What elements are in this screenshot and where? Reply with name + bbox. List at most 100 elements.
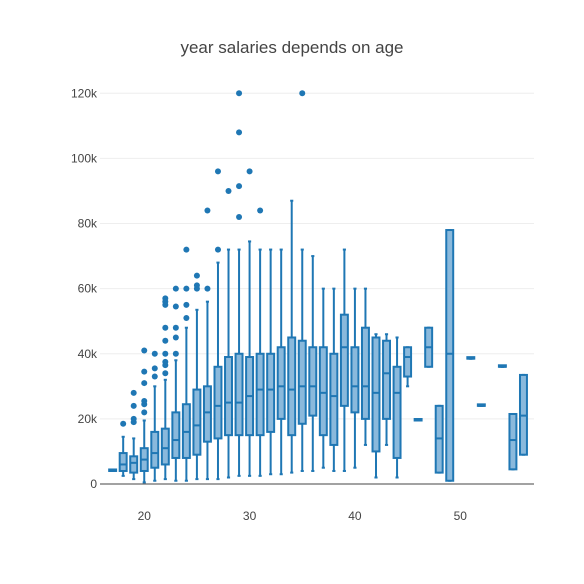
- box-age-31: [255, 207, 265, 477]
- box-age-39: [339, 248, 349, 472]
- box-age-19: [129, 389, 139, 481]
- box-series: [108, 90, 528, 484]
- outlier-point: [172, 285, 179, 292]
- box-iqr: [508, 412, 518, 471]
- box-age-22: [160, 295, 170, 481]
- box-age-43: [382, 333, 392, 446]
- box-iqr: [118, 452, 128, 472]
- box-iqr: [403, 346, 413, 378]
- outlier-point: [236, 214, 243, 221]
- outlier-point: [193, 272, 200, 279]
- box-iqr: [339, 313, 349, 407]
- box-iqr: [360, 326, 370, 420]
- outlier-point: [214, 246, 221, 253]
- outlier-point: [162, 350, 169, 357]
- box-age-54: [497, 364, 507, 368]
- box-iqr: [287, 336, 297, 437]
- box-iqr: [150, 430, 160, 469]
- box-iqr: [276, 346, 286, 420]
- outlier-point: [120, 420, 127, 427]
- box-age-55: [508, 412, 518, 471]
- box-iqr: [202, 385, 212, 443]
- outlier-point: [151, 365, 158, 372]
- box-age-51: [466, 356, 476, 360]
- outlier-point: [299, 90, 306, 97]
- y-tick-label: 60k: [78, 282, 98, 296]
- box-age-30: [245, 168, 255, 477]
- box-age-49: [445, 229, 455, 482]
- box-age-26: [202, 207, 212, 481]
- box-iqr: [350, 346, 360, 414]
- outlier-point: [172, 303, 179, 310]
- box-age-29: [234, 90, 244, 477]
- box-age-56: [518, 373, 528, 456]
- box-age-48: [434, 404, 444, 474]
- outlier-point: [162, 295, 169, 302]
- box-age-47: [424, 326, 434, 368]
- box-age-18: [118, 420, 128, 477]
- y-tick-label: 20k: [78, 412, 98, 426]
- x-tick-label: 40: [348, 509, 362, 523]
- outlier-point: [183, 285, 190, 292]
- box-iqr: [192, 388, 202, 456]
- y-axis-ticks: 0 20k 40k 60k 80k 100k 120k: [71, 86, 98, 491]
- box-iqr: [392, 365, 402, 459]
- outlier-point: [204, 285, 211, 292]
- box-age-21: [150, 350, 160, 482]
- outlier-point: [172, 324, 179, 331]
- outlier-point: [193, 282, 200, 289]
- box-iqr: [445, 229, 455, 482]
- outlier-point: [236, 183, 243, 190]
- x-tick-label: 30: [243, 509, 257, 523]
- box-age-32: [266, 248, 276, 476]
- x-tick-label: 50: [454, 509, 468, 523]
- outlier-point: [151, 373, 158, 380]
- box-iqr: [160, 427, 170, 466]
- box-iqr: [234, 352, 244, 437]
- box-iqr: [224, 356, 233, 437]
- outlier-point: [183, 314, 190, 321]
- outlier-point: [236, 129, 243, 136]
- box-age-46: [413, 418, 423, 422]
- outlier-point: [130, 389, 137, 396]
- box-age-36: [308, 255, 318, 472]
- outlier-point: [204, 207, 211, 214]
- outlier-point: [246, 168, 253, 175]
- box-age-23: [171, 285, 181, 482]
- y-tick-label: 120k: [71, 86, 98, 100]
- box-iqr: [213, 365, 223, 440]
- outlier-point: [141, 397, 148, 404]
- outlier-point: [141, 347, 148, 354]
- y-tick-label: 40k: [78, 347, 98, 361]
- outlier-point: [162, 324, 169, 331]
- x-tick-label: 20: [138, 509, 152, 523]
- box-age-41: [360, 287, 370, 446]
- box-age-33: [276, 248, 286, 476]
- outlier-point: [214, 168, 221, 175]
- box-iqr: [171, 411, 181, 459]
- box-age-42: [371, 333, 381, 479]
- box-age-38: [329, 287, 339, 472]
- box-age-17: [108, 468, 118, 472]
- x-axis-ticks: 20 30 40 50: [138, 509, 468, 523]
- box-age-28: [224, 187, 233, 479]
- outlier-point: [130, 402, 137, 409]
- box-age-24: [181, 246, 191, 482]
- box-age-52: [476, 403, 486, 407]
- gridlines: [100, 92, 534, 420]
- box-age-37: [318, 287, 328, 469]
- box-age-45: [403, 346, 413, 388]
- box-iqr: [255, 352, 265, 437]
- outlier-point: [172, 334, 179, 341]
- outlier-point: [183, 246, 190, 253]
- outlier-point: [151, 350, 158, 357]
- box-iqr: [129, 455, 139, 474]
- outlier-point: [172, 350, 179, 357]
- box-iqr: [329, 352, 339, 446]
- box-iqr: [318, 346, 328, 437]
- box-iqr: [308, 346, 318, 417]
- box-iqr: [297, 339, 307, 425]
- y-tick-label: 80k: [78, 217, 98, 231]
